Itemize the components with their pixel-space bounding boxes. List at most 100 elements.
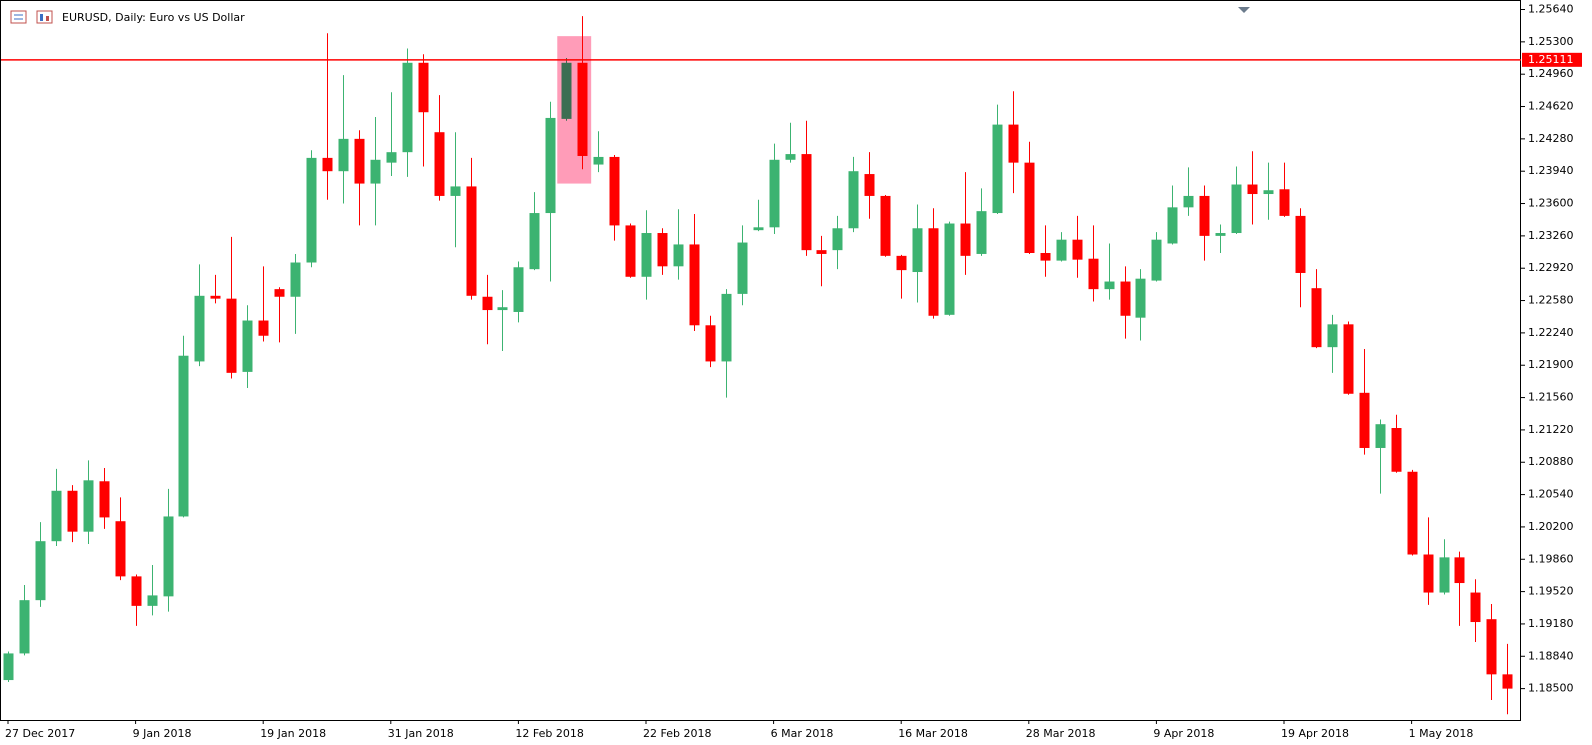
candle-body [338,138,349,172]
candle-body [1470,592,1481,623]
candle-body [992,124,1003,214]
toolbar-icons [10,10,53,24]
candle-body [641,233,652,277]
y-tick-label: 1.19520 [1528,585,1574,598]
candle-body [529,213,540,270]
candle-body [593,156,604,165]
price-label: 1.25111 [1528,53,1574,66]
candle-body [147,595,158,606]
y-tick-label: 1.19860 [1528,552,1574,565]
candle-body [386,152,397,163]
candle-body [1279,189,1290,216]
y-tick-label: 1.24280 [1528,132,1574,145]
candle-body [832,228,843,251]
candle-body [1183,195,1194,208]
x-tick-label: 28 Mar 2018 [1026,727,1096,740]
candle-body [497,307,508,311]
candle-body [1454,557,1465,584]
y-tick-label: 1.23260 [1528,229,1574,242]
candle-body [848,171,859,229]
y-tick-label: 1.24960 [1528,67,1574,80]
candle-body [226,298,237,373]
x-tick-label: 19 Jan 2018 [260,727,326,740]
candle-body [785,154,796,160]
candle-body [1088,258,1099,290]
candle-body [1072,239,1083,260]
candle-body [1167,207,1178,244]
candle-body [290,262,301,297]
x-tick-label: 9 Apr 2018 [1153,727,1214,740]
icon-bar [40,14,43,21]
candle-body [274,289,285,297]
candle-body [657,233,668,267]
candle-body [753,227,764,231]
candle-body [1439,557,1450,593]
candle-body [737,242,748,294]
candle-body [721,293,732,362]
candle-body [1263,190,1274,195]
icon-list[interactable] [10,10,27,24]
candle-body [370,159,381,184]
x-tick-label: 19 Apr 2018 [1281,727,1349,740]
y-tick-label: 1.21900 [1528,358,1574,371]
candle-body [1056,239,1067,261]
candle-body [402,62,413,153]
candle-body [178,355,189,517]
candle-body [1199,195,1210,236]
candle-body [1391,428,1402,472]
icon-chart[interactable] [36,10,53,24]
candle-body [67,490,78,532]
x-tick-label: 27 Dec 2017 [5,727,75,740]
x-tick-label: 22 Feb 2018 [643,727,711,740]
candle-body [35,541,46,601]
shift-marker [1238,7,1250,13]
candle-body [434,132,445,196]
y-tick-label: 1.22920 [1528,261,1574,274]
y-tick-label: 1.18500 [1528,682,1574,695]
candle-body [1008,124,1019,163]
candle-body [418,62,429,113]
candle-body [1104,281,1115,290]
candle-body [1311,288,1322,348]
candle-body [3,653,14,681]
candle-body [545,117,556,214]
candle-body [1120,281,1131,316]
candle-body [194,295,205,362]
y-tick-label: 1.18840 [1528,649,1574,662]
y-tick-label: 1.20880 [1528,455,1574,468]
plot-frame [0,0,1521,721]
candle-body [609,156,620,226]
candle-body [1359,392,1370,448]
candle-body [689,244,700,326]
candle-body [163,516,174,597]
candle-body [513,267,524,312]
candle-body [258,320,269,336]
candle-body [944,223,955,315]
price-label-box [1522,52,1582,67]
y-tick-label: 1.21560 [1528,391,1574,404]
candle-body [1247,184,1258,195]
x-tick-label: 31 Jan 2018 [388,727,454,740]
chart-title: EURUSD, Daily: Euro vs US Dollar [62,11,245,24]
candle-body [19,600,30,654]
candle-body [1135,278,1146,318]
candle-body [450,186,461,196]
y-tick-label: 1.25640 [1528,3,1574,16]
candle-body [115,521,126,577]
candle-body [1024,162,1035,253]
y-tick-label: 1.20540 [1528,488,1574,501]
y-tick-label: 1.25300 [1528,35,1574,48]
candle-body [242,320,253,372]
candle-body [880,195,891,256]
x-tick-label: 16 Mar 2018 [898,727,968,740]
candle-body [1295,215,1306,273]
candle-body [705,325,716,362]
highlight-zone [557,36,592,184]
y-tick-label: 1.22240 [1528,326,1574,339]
y-tick-label: 1.20200 [1528,520,1574,533]
candle-body [1502,674,1513,689]
candle-body [1486,619,1497,675]
candle-body [769,159,780,228]
candle-body [976,211,987,254]
